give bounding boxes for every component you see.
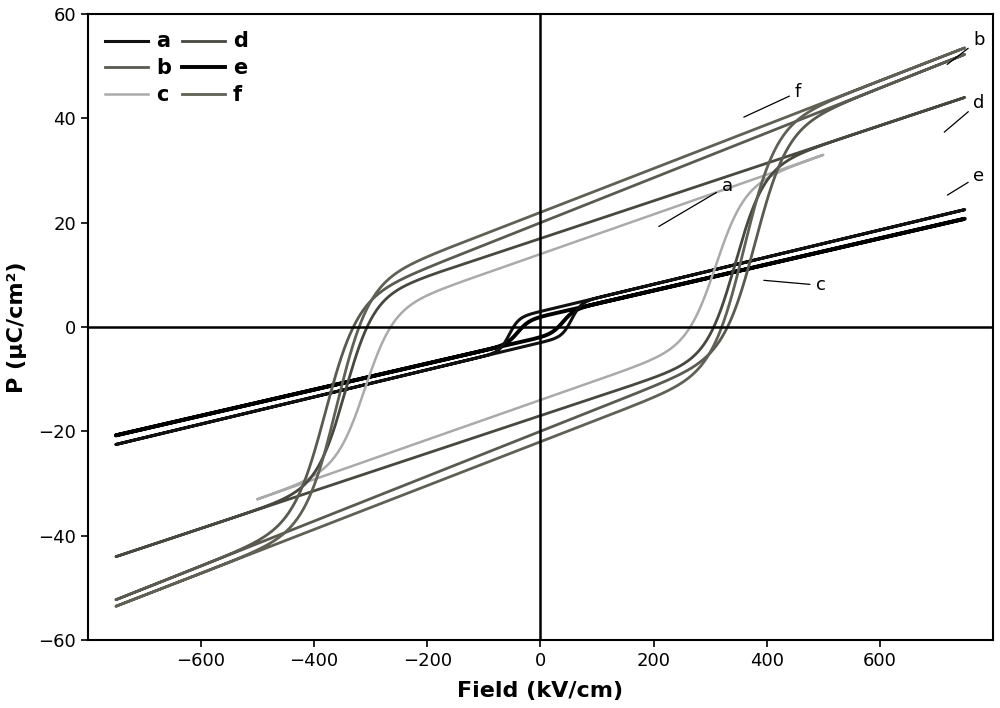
Legend: a, b, c, d, e, f: a, b, c, d, e, f bbox=[97, 23, 256, 113]
Text: f: f bbox=[744, 84, 801, 117]
Text: b: b bbox=[947, 31, 985, 64]
Text: c: c bbox=[764, 276, 825, 295]
Y-axis label: P (μC/cm²): P (μC/cm²) bbox=[7, 261, 27, 393]
Text: d: d bbox=[944, 93, 985, 132]
X-axis label: Field (kV/cm): Field (kV/cm) bbox=[457, 681, 623, 701]
Text: a: a bbox=[659, 177, 733, 227]
Text: e: e bbox=[947, 166, 984, 195]
